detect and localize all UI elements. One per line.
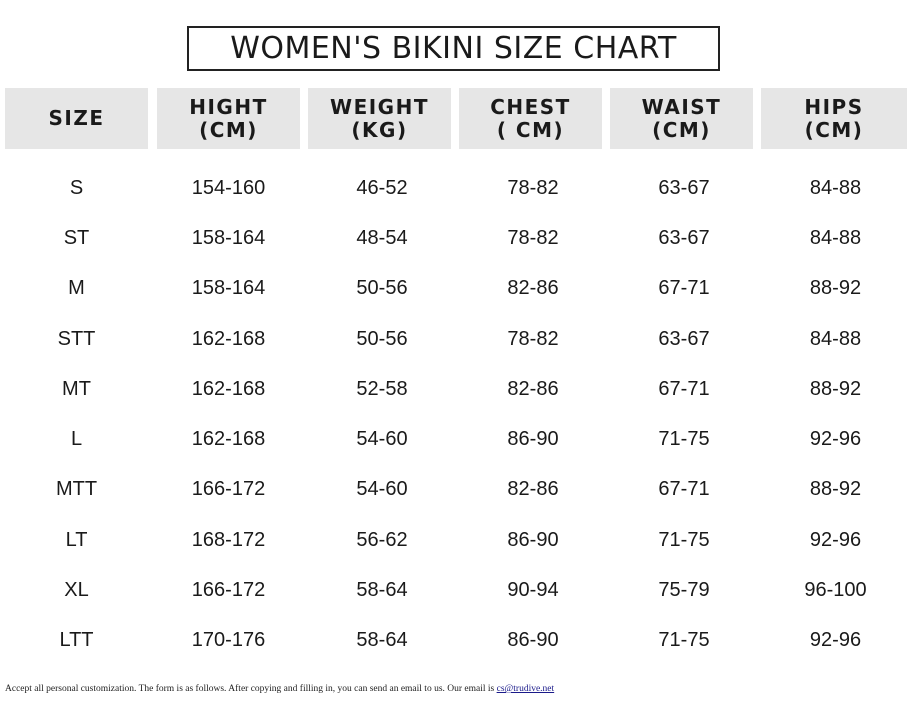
table-row: LTT 170-176 58-64 86-90 71-75 92-96 <box>0 625 914 655</box>
cell-size: M <box>68 276 85 299</box>
cell-waist: 71-75 <box>658 427 710 450</box>
header-weight-unit: (KG) <box>351 117 408 142</box>
cell-height: 168-172 <box>191 528 266 551</box>
header-size: SIZE <box>5 88 148 149</box>
header-waist: WAIST (CM) <box>610 88 753 149</box>
cell-waist: 71-75 <box>658 528 710 551</box>
cell-weight: 50-56 <box>356 327 408 350</box>
customization-note: Accept all personal customization. The f… <box>5 684 554 694</box>
cell-waist: 67-71 <box>658 377 710 400</box>
cell-size: L <box>70 427 83 450</box>
table-row: S 154-160 46-52 78-82 63-67 84-88 <box>0 173 914 203</box>
cell-height: 154-160 <box>191 176 266 199</box>
cell-hips: 88-92 <box>809 477 862 500</box>
table-row: ST 158-164 48-54 78-82 63-67 84-88 <box>0 223 914 253</box>
cell-chest: 82-86 <box>507 377 559 400</box>
cell-height: 166-172 <box>191 578 266 601</box>
cell-chest: 86-90 <box>507 427 559 450</box>
header-chest: CHEST ( CM) <box>459 88 602 149</box>
header-chest-unit: ( CM) <box>496 117 565 142</box>
table-row: M 158-164 50-56 82-86 67-71 88-92 <box>0 273 914 303</box>
cell-height: 158-164 <box>191 226 266 249</box>
cell-waist: 71-75 <box>658 628 710 651</box>
cell-height: 162-168 <box>191 427 266 450</box>
cell-size: XL <box>64 578 89 601</box>
cell-waist: 75-79 <box>658 578 710 601</box>
header-waist-unit: (CM) <box>652 117 711 142</box>
cell-size: MTT <box>55 477 98 500</box>
cell-size: MT <box>62 377 91 400</box>
header-weight: WEIGHT (KG) <box>308 88 451 149</box>
cell-hips: 92-96 <box>809 628 862 651</box>
header-hips-label: HIPS <box>804 94 864 119</box>
header-weight-label: WEIGHT <box>330 94 429 119</box>
cell-chest: 86-90 <box>507 528 559 551</box>
cell-weight: 58-64 <box>356 578 408 601</box>
cell-size: LTT <box>59 628 94 651</box>
header-height-label: HIGHT <box>189 94 268 119</box>
table-row: L 162-168 54-60 86-90 71-75 92-96 <box>0 424 914 454</box>
cell-weight: 56-62 <box>356 528 408 551</box>
cell-weight: 54-60 <box>356 427 408 450</box>
cell-chest: 90-94 <box>507 578 559 601</box>
cell-chest: 82-86 <box>507 477 559 500</box>
cell-hips: 88-92 <box>809 377 862 400</box>
cell-chest: 86-90 <box>507 628 559 651</box>
cell-waist: 63-67 <box>658 327 710 350</box>
table-row: XL 166-172 58-64 90-94 75-79 96-100 <box>0 575 914 605</box>
cell-waist: 67-71 <box>658 276 710 299</box>
cell-height: 162-168 <box>191 377 266 400</box>
cell-weight: 48-54 <box>356 226 408 249</box>
header-hips: HIPS (CM) <box>761 88 907 149</box>
cell-size: LT <box>65 528 88 551</box>
cell-height: 162-168 <box>191 327 266 350</box>
cell-weight: 52-58 <box>356 377 408 400</box>
cell-height: 166-172 <box>191 477 266 500</box>
cell-waist: 63-67 <box>658 176 710 199</box>
header-height: HIGHT (CM) <box>157 88 300 149</box>
cell-hips: 84-88 <box>809 327 862 350</box>
cell-weight: 50-56 <box>356 276 408 299</box>
cell-weight: 58-64 <box>356 628 408 651</box>
table-row: LT 168-172 56-62 86-90 71-75 92-96 <box>0 525 914 555</box>
cell-hips: 92-96 <box>809 427 862 450</box>
cell-height: 170-176 <box>191 628 266 651</box>
cell-waist: 63-67 <box>658 226 710 249</box>
header-height-unit: (CM) <box>199 117 258 142</box>
cell-hips: 88-92 <box>809 276 862 299</box>
table-row: MT 162-168 52-58 82-86 67-71 88-92 <box>0 374 914 404</box>
cell-chest: 78-82 <box>507 327 559 350</box>
cell-size: ST <box>63 226 90 249</box>
cell-height: 158-164 <box>191 276 266 299</box>
header-size-label: SIZE <box>48 106 105 130</box>
customization-note-text: Accept all personal customization. The f… <box>5 684 497 694</box>
cell-hips: 84-88 <box>809 226 862 249</box>
cell-chest: 78-82 <box>507 176 559 199</box>
table-header: SIZE HIGHT (CM) WEIGHT (KG) CHEST ( CM) … <box>0 88 914 149</box>
header-waist-label: WAIST <box>641 94 722 119</box>
cell-hips: 84-88 <box>809 176 862 199</box>
cell-hips: 92-96 <box>809 528 862 551</box>
chart-title: WOMEN'S BIKINI SIZE CHART <box>187 26 720 71</box>
cell-waist: 67-71 <box>658 477 710 500</box>
cell-weight: 46-52 <box>356 176 408 199</box>
cell-hips: 96-100 <box>804 578 867 601</box>
header-hips-unit: (CM) <box>804 117 864 142</box>
table-row: MTT 166-172 54-60 82-86 67-71 88-92 <box>0 474 914 504</box>
cell-size: STT <box>57 327 96 350</box>
header-chest-label: CHEST <box>490 94 571 119</box>
cell-weight: 54-60 <box>356 477 408 500</box>
table-row: STT 162-168 50-56 78-82 63-67 84-88 <box>0 324 914 354</box>
cell-size: S <box>69 176 84 199</box>
cell-chest: 78-82 <box>507 226 559 249</box>
contact-email-link[interactable]: cs@trudive.net <box>496 684 555 694</box>
cell-chest: 82-86 <box>507 276 559 299</box>
